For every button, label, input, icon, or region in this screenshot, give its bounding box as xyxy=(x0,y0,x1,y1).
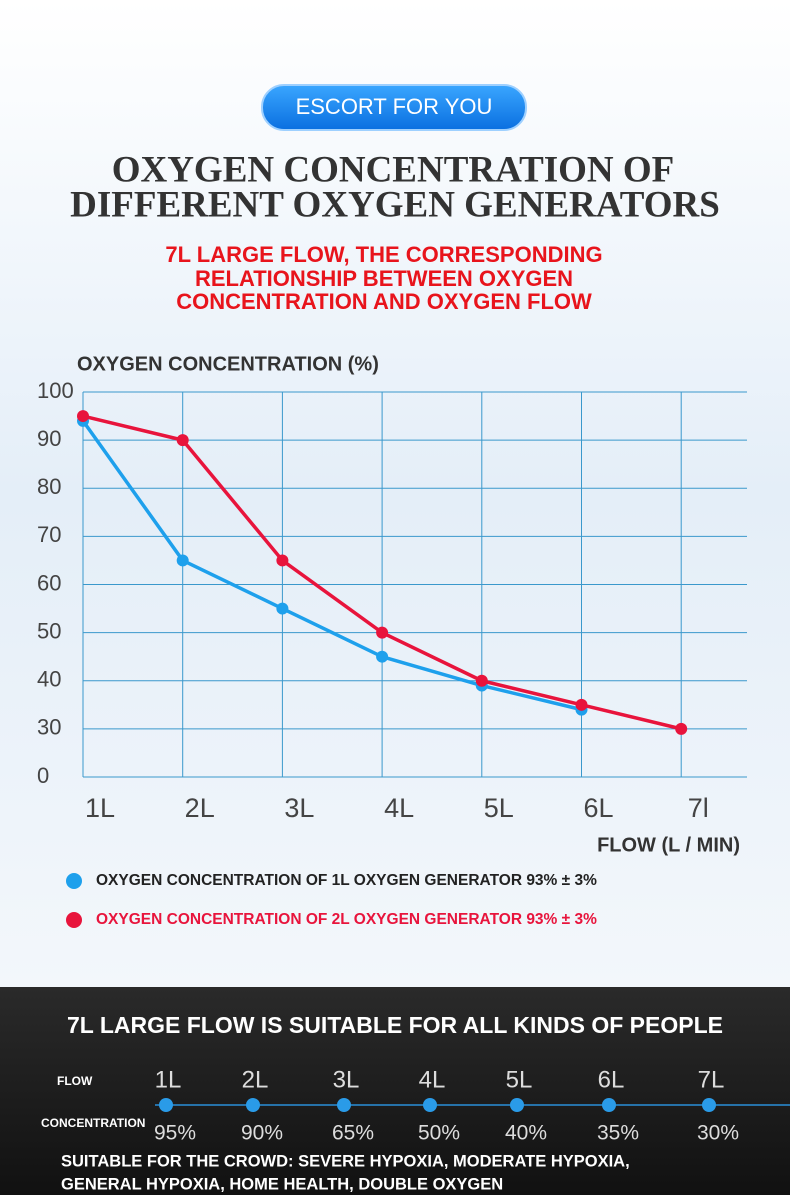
title: OXYGEN CONCENTRATION OF xyxy=(112,149,675,190)
y-tick-label: 0 xyxy=(37,763,49,788)
concentration-value: 40% xyxy=(505,1122,547,1145)
x-tick-label: 6L xyxy=(583,793,613,823)
y-tick-label: 40 xyxy=(37,667,61,692)
y-tick-label: 50 xyxy=(37,618,61,643)
suitable-text: GENERAL HYPOXIA, HOME HEALTH, DOUBLE OXY… xyxy=(61,1175,503,1193)
dark-panel xyxy=(0,987,790,1195)
data-point xyxy=(276,554,289,567)
flow-value: 5L xyxy=(506,1066,533,1093)
y-tick-label: 70 xyxy=(37,522,61,547)
concentration-value: 30% xyxy=(697,1122,739,1145)
x-tick-label: 3L xyxy=(284,793,314,823)
x-tick-label: 1L xyxy=(85,793,115,823)
subtitle: 7L LARGE FLOW, THE CORRESPONDING xyxy=(165,242,602,267)
concentration-value: 50% xyxy=(418,1122,460,1145)
data-point xyxy=(176,554,189,567)
flow-value: 4L xyxy=(419,1066,446,1093)
y-tick-label: 90 xyxy=(37,426,61,451)
concentration-value: 65% xyxy=(332,1122,374,1145)
badge-text: ESCORT FOR YOU xyxy=(296,94,493,119)
data-point xyxy=(475,674,488,687)
flow-value: 1L xyxy=(155,1066,182,1093)
subtitle: RELATIONSHIP BETWEEN OXYGEN xyxy=(195,266,573,291)
y-tick-label: 80 xyxy=(37,474,61,499)
y-tick-label: 30 xyxy=(37,715,61,740)
data-point xyxy=(575,698,588,711)
data-point xyxy=(176,434,189,447)
background xyxy=(0,0,790,987)
legend-marker xyxy=(66,912,82,928)
flow-dot xyxy=(246,1098,260,1112)
x-tick-label: 4L xyxy=(384,793,414,823)
flow-label: FLOW xyxy=(57,1074,93,1088)
bottom-title: 7L LARGE FLOW IS SUITABLE FOR ALL KINDS … xyxy=(67,1012,723,1038)
data-point xyxy=(276,602,289,615)
concentration-label: CONCENTRATION xyxy=(41,1116,145,1130)
y-tick-label: 60 xyxy=(37,570,61,595)
flow-value: 7L xyxy=(698,1066,725,1093)
flow-dot xyxy=(702,1098,716,1112)
legend-label: OXYGEN CONCENTRATION OF 2L OXYGEN GENERA… xyxy=(96,911,597,928)
y-axis-label: OXYGEN CONCENTRATION (%) xyxy=(77,353,379,375)
flow-value: 3L xyxy=(333,1066,360,1093)
data-point xyxy=(77,410,89,423)
suitable-text: SUITABLE FOR THE CROWD: SEVERE HYPOXIA, … xyxy=(61,1152,630,1170)
concentration-value: 35% xyxy=(597,1122,639,1145)
y-tick-label: 100 xyxy=(37,378,74,403)
series-line xyxy=(81,419,582,712)
x-tick-label: 5L xyxy=(484,793,514,823)
concentration-value: 95% xyxy=(154,1122,196,1145)
data-point xyxy=(675,722,688,735)
data-point xyxy=(376,650,389,663)
badge xyxy=(261,84,527,131)
title: DIFFERENT OXYGEN GENERATORS xyxy=(70,184,720,225)
concentration-value: 90% xyxy=(241,1122,283,1145)
legend-marker xyxy=(66,873,82,889)
x-tick-label: 2L xyxy=(185,793,215,823)
flow-dot xyxy=(423,1098,437,1112)
flow-dot xyxy=(602,1098,616,1112)
x-axis-label: FLOW (L / MIN) xyxy=(597,834,740,856)
flow-dot xyxy=(159,1098,173,1112)
legend-label: OXYGEN CONCENTRATION OF 1L OXYGEN GENERA… xyxy=(96,872,597,889)
data-point xyxy=(376,626,389,639)
subtitle: CONCENTRATION AND OXYGEN FLOW xyxy=(176,289,592,314)
flow-dot xyxy=(510,1098,524,1112)
flow-dot xyxy=(337,1098,351,1112)
x-tick-label: 7l xyxy=(688,793,709,823)
flow-value: 6L xyxy=(598,1066,625,1093)
flow-value: 2L xyxy=(242,1066,269,1093)
